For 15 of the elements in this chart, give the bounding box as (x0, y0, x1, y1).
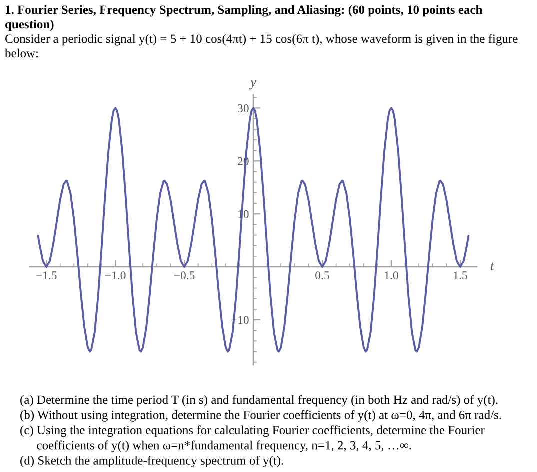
chart-subtitle: Consider a periodic signal y(t) = 5 + 10 cos(4πt) + 15 cos(6π t), whose waveform is given in the figure below: (5, 34, 518, 58)
x-tick-label: 0.5 (316, 272, 330, 280)
x-tick-label: 1.0 (385, 272, 398, 280)
x-axis-title: t (491, 262, 495, 271)
y-axis-title: y (249, 80, 257, 90)
chart-title: 1. Fourier Series, Frequency Spectrum, Sampling, and Aliasing: (60 points, 10 points each question) (6, 5, 483, 32)
text: (c) Using the integration equations for calculating Fourier coefficients, determine the Fourier coefficients of y(t) when ω=n*fundamental frequency, n=1, 2, 3, 4, 5, …∞. (20, 426, 485, 452)
text: (b) Without using integration, determine the Fourier coefficients of y(t) at ω=0, 4π, and 6π rad/s. (20, 410, 502, 422)
text: (d) Sketch the amplitude-frequency spectrum of y(t). (20, 456, 284, 468)
x-tick-label: −1.5 (36, 272, 57, 280)
text: (a) Determine the time period T (in s) and fundamental frequency (in both Hz and rad/s) of y(t). (20, 395, 498, 407)
x-tick-label: −0.5 (174, 272, 195, 280)
x-tick-label: −1.0 (105, 272, 126, 280)
y-tick-label: 30 (238, 104, 249, 112)
x-tick-label: 1.5 (454, 272, 468, 280)
